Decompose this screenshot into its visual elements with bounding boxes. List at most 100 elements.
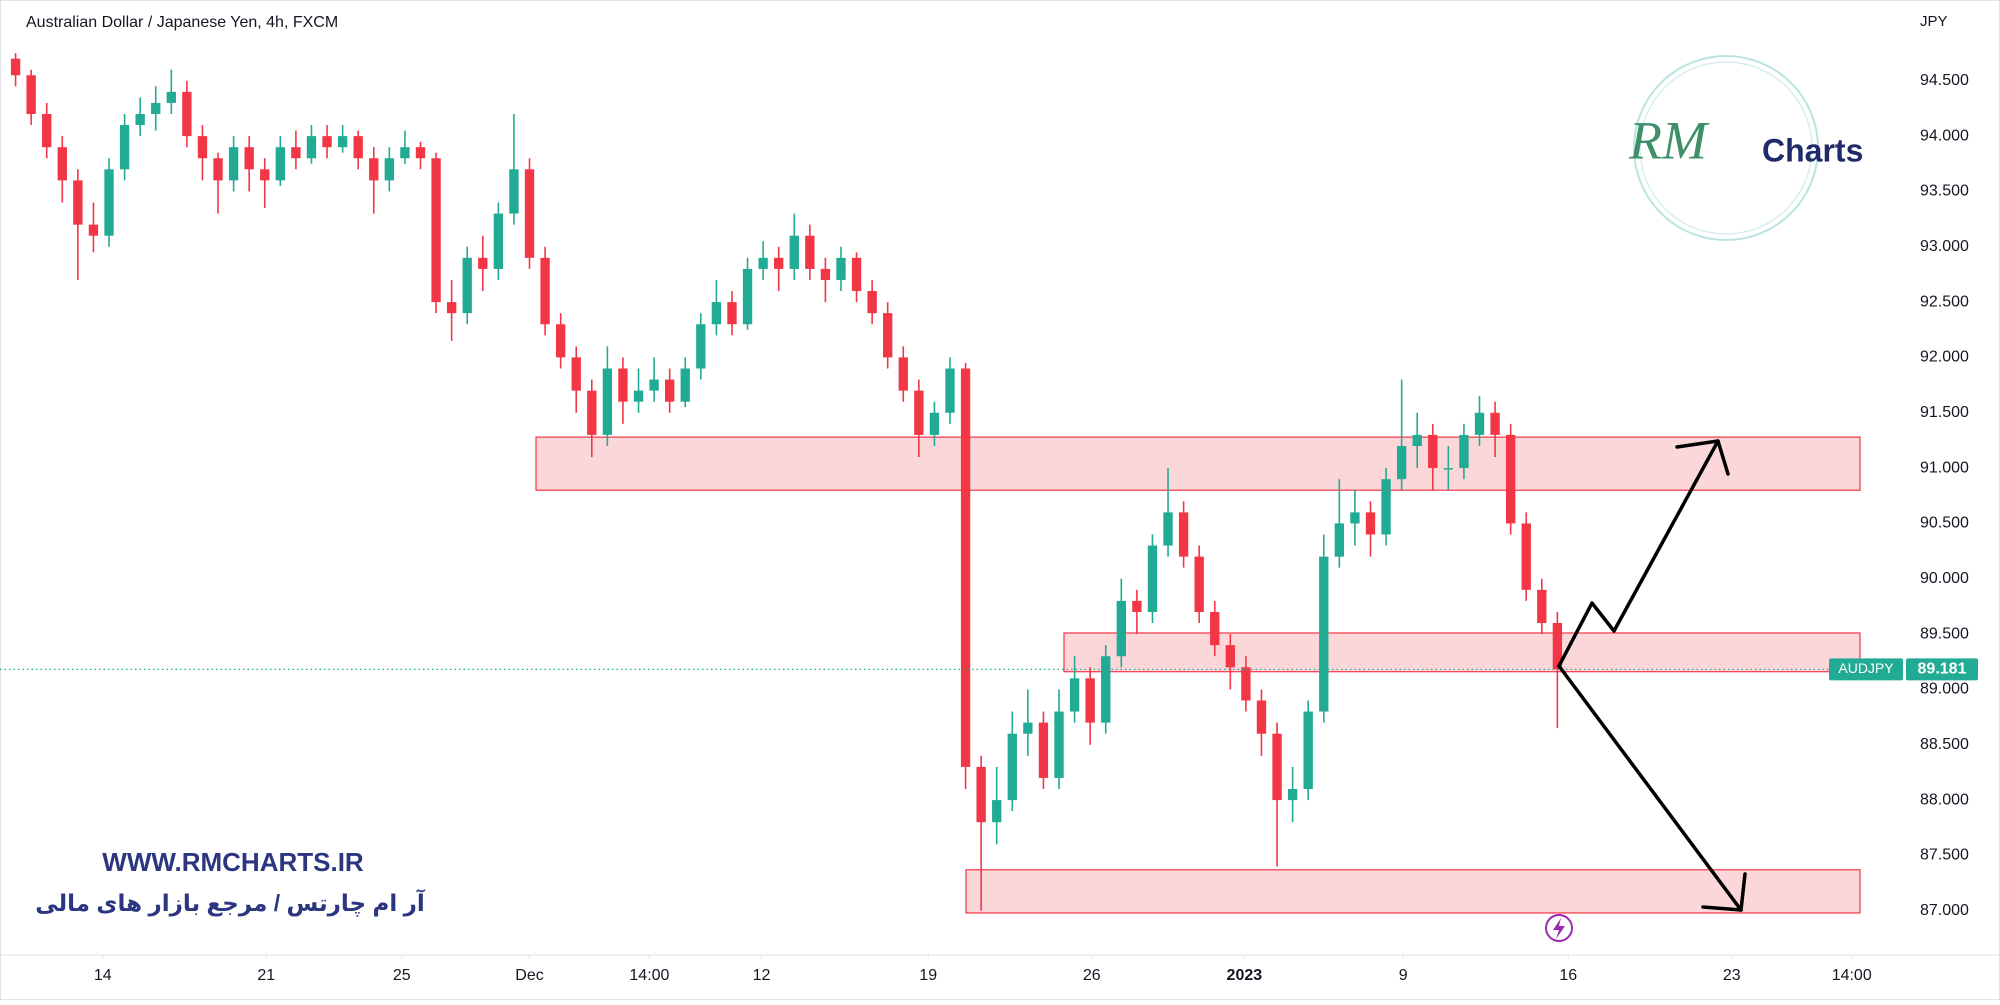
x-tick-label: 25 bbox=[393, 967, 411, 984]
logo-ring-inner bbox=[1639, 61, 1813, 235]
arrow-up-head bbox=[1675, 439, 1730, 476]
candle-body bbox=[540, 257, 550, 325]
candle-body bbox=[555, 324, 566, 358]
candle-body bbox=[727, 302, 737, 325]
candle-body bbox=[587, 390, 597, 435]
candle-body bbox=[758, 257, 768, 269]
arrow-down bbox=[1557, 664, 1743, 912]
candle-body bbox=[306, 136, 317, 159]
y-tick-label: 94.000 bbox=[1920, 127, 1969, 144]
chart-title: Australian Dollar / Japanese Yen, 4h, FX… bbox=[26, 14, 338, 31]
candle-body bbox=[135, 113, 145, 126]
candle-body bbox=[1132, 600, 1142, 612]
event-icon[interactable] bbox=[1545, 914, 1573, 942]
candle-body bbox=[805, 235, 815, 269]
candle-body bbox=[1350, 512, 1360, 524]
candle-body bbox=[1116, 600, 1126, 657]
candle-body bbox=[291, 147, 301, 159]
y-tick-label: 91.500 bbox=[1920, 404, 1969, 421]
candle-body bbox=[1085, 678, 1095, 723]
candle-body bbox=[774, 257, 784, 269]
candle-body bbox=[1412, 434, 1422, 446]
event-icon-bolt bbox=[1553, 918, 1565, 939]
candle-body bbox=[1459, 434, 1469, 469]
y-axis-label: JPY bbox=[1920, 13, 1948, 30]
candle-body bbox=[57, 147, 67, 181]
candle-body bbox=[992, 800, 1002, 823]
y-tick-label: 93.000 bbox=[1920, 238, 1969, 255]
candle-body bbox=[1303, 711, 1313, 790]
y-tick-label: 88.000 bbox=[1920, 791, 1969, 808]
y-tick-label: 92.000 bbox=[1920, 349, 1969, 366]
candle-body bbox=[914, 390, 924, 435]
y-tick-label: 94.500 bbox=[1920, 72, 1969, 89]
x-tick-label: 14:00 bbox=[629, 967, 669, 984]
x-tick-label: Dec bbox=[515, 967, 543, 984]
logo: RM Charts bbox=[1628, 55, 1863, 241]
candle-body bbox=[197, 136, 208, 159]
candle-body bbox=[1396, 445, 1407, 480]
candle-body bbox=[1365, 512, 1376, 535]
logo-name: Charts bbox=[1762, 132, 1863, 168]
candle-body bbox=[1147, 545, 1158, 612]
candle-body bbox=[649, 379, 659, 391]
candle-body bbox=[244, 147, 254, 170]
candle-body bbox=[1054, 711, 1064, 778]
x-tick-label: 2023 bbox=[1227, 967, 1263, 984]
candle-body bbox=[151, 102, 161, 114]
candle-body bbox=[1069, 678, 1080, 712]
x-tick-label: 12 bbox=[753, 967, 771, 984]
candle-body bbox=[1194, 556, 1204, 612]
x-tick-label: 16 bbox=[1559, 967, 1577, 984]
arrow-up bbox=[1557, 439, 1720, 668]
candle-body bbox=[851, 257, 862, 292]
y-tick-label: 92.500 bbox=[1920, 293, 1969, 310]
candle-body bbox=[665, 379, 675, 402]
watermark-tagline: آر ام چارتس / مرجع بازار های مالی bbox=[35, 888, 426, 917]
x-tick-label: 26 bbox=[1083, 967, 1101, 984]
candle-body bbox=[1241, 667, 1251, 701]
candle-body bbox=[509, 169, 519, 214]
price-tag bbox=[1906, 658, 1978, 681]
candle-body bbox=[1505, 434, 1516, 524]
symbol-tag bbox=[1829, 658, 1903, 681]
candle-body bbox=[1023, 722, 1033, 734]
candle-body bbox=[493, 213, 504, 269]
projection-arrows bbox=[1557, 439, 1747, 912]
candle-body bbox=[1537, 589, 1547, 624]
candle-body bbox=[10, 58, 21, 76]
logo-mark: RM bbox=[1628, 110, 1710, 170]
y-tick-label: 90.000 bbox=[1920, 570, 1969, 587]
candle-body bbox=[166, 91, 176, 103]
candle-body bbox=[369, 158, 379, 181]
candle-body bbox=[1038, 722, 1049, 778]
candle-body bbox=[680, 368, 690, 402]
candle-body bbox=[1334, 523, 1345, 557]
candle-body bbox=[478, 257, 488, 269]
candle-body bbox=[1428, 434, 1438, 469]
candle-body bbox=[275, 147, 285, 181]
candle-body bbox=[524, 169, 535, 258]
candle-body bbox=[1319, 556, 1329, 712]
candle-body bbox=[322, 136, 332, 148]
candle-body bbox=[1552, 623, 1563, 670]
y-tick-label: 90.500 bbox=[1920, 515, 1969, 532]
candle-body bbox=[1474, 412, 1485, 435]
y-tick-label: 89.500 bbox=[1920, 625, 1969, 642]
x-tick-label: 19 bbox=[919, 967, 937, 984]
candle-body bbox=[1256, 700, 1267, 734]
candle-body bbox=[571, 357, 581, 391]
x-tick-label: 23 bbox=[1723, 967, 1741, 984]
zone bbox=[1063, 632, 1861, 673]
candle-body bbox=[883, 313, 893, 358]
candle-body bbox=[446, 302, 457, 314]
candle-body bbox=[1225, 645, 1235, 668]
candle-body bbox=[337, 136, 348, 148]
logo-ring bbox=[1633, 55, 1819, 241]
candle-body bbox=[836, 257, 846, 280]
candle-body bbox=[415, 147, 426, 159]
overlay bbox=[1545, 439, 1747, 942]
candle-body bbox=[1272, 733, 1282, 801]
candle-body bbox=[960, 368, 971, 767]
